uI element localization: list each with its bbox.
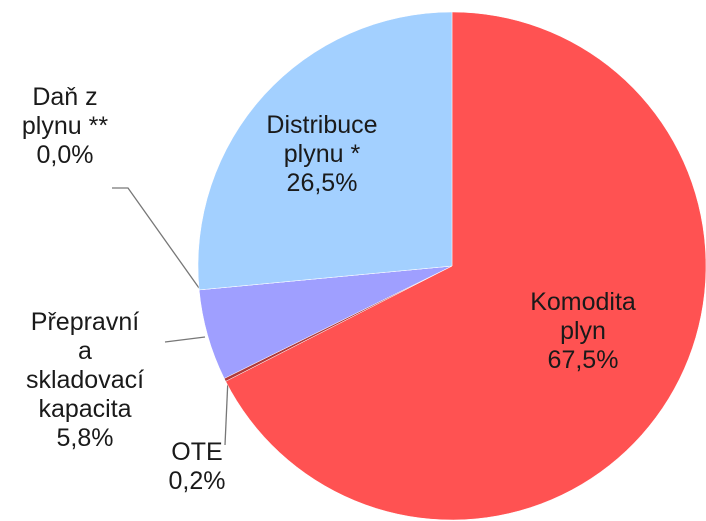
slice-label: Přepravní a skladovací kapacita <box>26 308 144 423</box>
leader-line <box>224 377 229 446</box>
pie-slice <box>197 11 453 291</box>
slice-label: OTE <box>171 438 222 466</box>
slice-label: Daň z plynu ** <box>22 83 108 140</box>
slice-label: Komodita plyn <box>530 288 636 345</box>
slice-label: Distribuce plynu * <box>266 111 377 168</box>
value-label: 67,5% <box>548 346 619 374</box>
leader-line <box>164 336 206 343</box>
value-label: 0,0% <box>37 141 94 169</box>
pie-slice <box>225 11 706 521</box>
value-label: 0,2% <box>169 467 226 495</box>
value-label: 26,5% <box>287 169 358 197</box>
leader-line <box>112 187 200 289</box>
value-label: 5,8% <box>57 424 114 452</box>
